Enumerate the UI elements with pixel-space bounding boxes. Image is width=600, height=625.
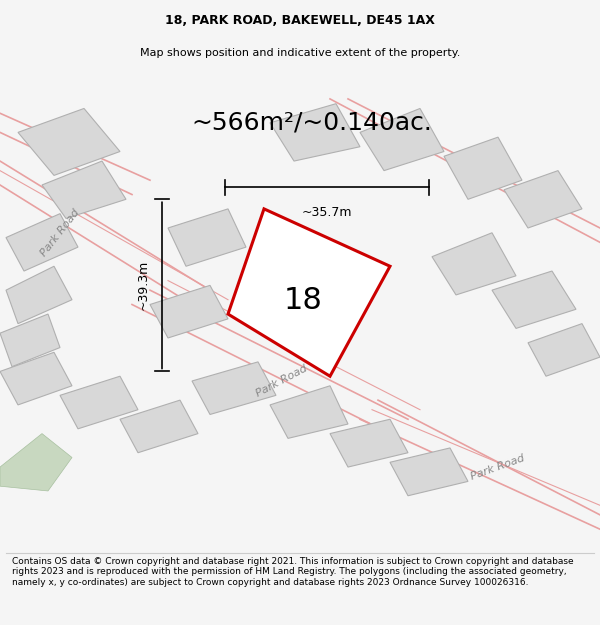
Polygon shape xyxy=(0,314,60,367)
Text: ~35.7m: ~35.7m xyxy=(302,206,352,219)
Text: 18: 18 xyxy=(284,286,322,316)
Polygon shape xyxy=(360,109,444,171)
Text: ~39.3m: ~39.3m xyxy=(137,260,150,311)
Polygon shape xyxy=(228,209,390,376)
Text: ~566m²/~0.140ac.: ~566m²/~0.140ac. xyxy=(191,111,433,135)
Polygon shape xyxy=(192,362,276,414)
Polygon shape xyxy=(150,286,228,338)
Polygon shape xyxy=(528,324,600,376)
Polygon shape xyxy=(42,161,126,218)
Polygon shape xyxy=(390,448,468,496)
Polygon shape xyxy=(6,214,78,271)
Text: Contains OS data © Crown copyright and database right 2021. This information is : Contains OS data © Crown copyright and d… xyxy=(12,557,574,586)
Polygon shape xyxy=(6,266,72,324)
Polygon shape xyxy=(492,271,576,328)
Polygon shape xyxy=(0,352,72,405)
Polygon shape xyxy=(60,376,138,429)
Polygon shape xyxy=(18,109,120,176)
Text: Map shows position and indicative extent of the property.: Map shows position and indicative extent… xyxy=(140,48,460,58)
Polygon shape xyxy=(168,209,246,266)
Polygon shape xyxy=(270,386,348,438)
Polygon shape xyxy=(270,104,360,161)
Polygon shape xyxy=(444,137,522,199)
Polygon shape xyxy=(504,171,582,228)
Polygon shape xyxy=(432,232,516,295)
Text: 18, PARK ROAD, BAKEWELL, DE45 1AX: 18, PARK ROAD, BAKEWELL, DE45 1AX xyxy=(165,14,435,28)
Text: Park Road: Park Road xyxy=(470,452,526,481)
Polygon shape xyxy=(0,434,72,491)
Polygon shape xyxy=(120,400,198,452)
Text: Park Road: Park Road xyxy=(38,208,82,258)
Polygon shape xyxy=(330,419,408,467)
Text: Park Road: Park Road xyxy=(254,363,310,399)
